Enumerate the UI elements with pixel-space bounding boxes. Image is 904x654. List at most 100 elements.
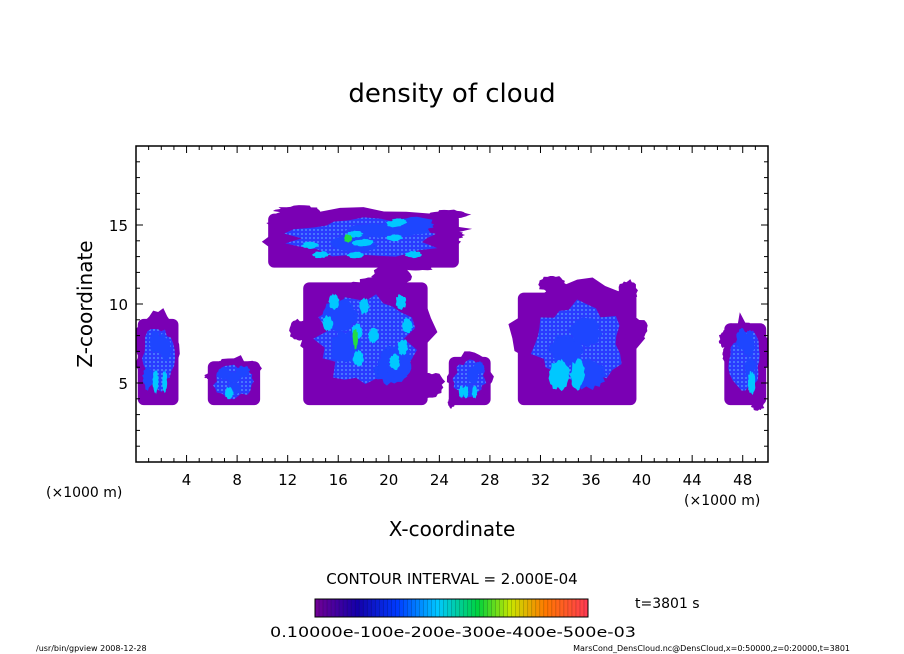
cloud-low-blob xyxy=(722,347,732,364)
colorbar-swatch xyxy=(523,599,529,617)
colorbar-swatch xyxy=(315,599,320,617)
colorbar-swatch xyxy=(551,599,557,617)
colorbar-swatch xyxy=(347,599,352,617)
colorbar-swatch xyxy=(467,599,472,617)
cloud-low-blob xyxy=(204,373,216,380)
colorbar-swatch xyxy=(515,599,521,617)
x-tick-label: 12 xyxy=(278,471,297,489)
colorbar-swatch xyxy=(343,599,348,617)
cloud-low-blob xyxy=(756,335,768,352)
cloud-low-blob xyxy=(617,279,638,308)
colorbar-swatch xyxy=(395,599,400,617)
cloud-high-blob xyxy=(395,294,407,311)
x-tick-label: 4 xyxy=(182,471,192,489)
footer-left: /usr/bin/gpview 2008-12-28 xyxy=(36,644,147,653)
colorbar-swatch xyxy=(519,599,525,617)
cloud-low-blob xyxy=(371,262,413,290)
colorbar-swatch xyxy=(491,599,496,617)
cloud-high-blob xyxy=(301,241,319,250)
colorbar-swatch xyxy=(463,599,468,617)
x-tick-label: 20 xyxy=(379,471,398,489)
colorbar-swatch xyxy=(415,599,420,617)
colorbar-swatch xyxy=(371,599,376,617)
cloud-high-blob xyxy=(401,317,414,333)
cloud-high-blob xyxy=(352,349,364,367)
x-unit-right: (×1000 m) xyxy=(684,493,760,509)
colorbar-swatch xyxy=(407,599,412,617)
colorbar-swatch xyxy=(547,599,553,617)
x-tick-label: 44 xyxy=(683,471,702,489)
y-axis-label: Z-coordinate xyxy=(73,240,97,367)
footer-right: MarsCond_DensCloud.nc@DensCloud,x=0:5000… xyxy=(573,644,850,653)
colorbar-swatch xyxy=(483,599,488,617)
colorbar-swatch xyxy=(539,599,545,617)
cloud-low-blob xyxy=(424,228,466,241)
x-axis-ticks: 4 8 12 16 20 24 28 32 36 40 44 48 xyxy=(148,146,756,489)
colorbar-swatch xyxy=(339,599,344,617)
colorbar-swatch xyxy=(583,599,589,617)
cloud-high-blob xyxy=(391,218,407,226)
cloud-low-blob xyxy=(289,318,310,342)
x-tick-label: 36 xyxy=(581,471,600,489)
colorbar-swatch xyxy=(527,599,533,617)
cloud-high-blob xyxy=(152,371,158,394)
cloud-high-blob xyxy=(747,371,754,394)
cloud-low-blob xyxy=(447,397,455,409)
colorbar-swatch xyxy=(543,599,549,617)
cloud-low-blob xyxy=(428,209,472,220)
x-tick-label: 48 xyxy=(733,471,752,489)
cloud-mid-blob xyxy=(142,366,154,391)
cloud-low-blob xyxy=(136,327,141,341)
colorbar-swatch xyxy=(471,599,476,617)
plot-frame xyxy=(135,145,769,463)
cloud-high-blob xyxy=(397,339,409,356)
colorbar-swatch xyxy=(439,599,444,617)
colorbar-swatch xyxy=(447,599,452,617)
cloud-mid-blob xyxy=(235,365,251,378)
colorbar-swatch xyxy=(507,599,513,617)
cloud-high-blob xyxy=(386,234,403,242)
colorbar-frame xyxy=(314,598,589,618)
colorbar-swatch xyxy=(411,599,416,617)
cloud-high-blob xyxy=(389,353,400,371)
cloud-high-blob xyxy=(554,358,570,392)
colorbar-swatch xyxy=(355,599,360,617)
cloud-high-blob xyxy=(162,369,168,393)
colorbar-swatch xyxy=(571,599,577,617)
cloud-peak-blob xyxy=(352,328,359,350)
cloud-high-blob xyxy=(367,327,379,344)
colorbar-swatch xyxy=(559,599,565,617)
x-tick-label: 28 xyxy=(480,471,499,489)
colorbar-swatch xyxy=(431,599,436,617)
colorbar-swatch xyxy=(575,599,581,617)
cloud-low-blob xyxy=(718,330,733,349)
contour-interval: CONTOUR INTERVAL = 2.000E-04 xyxy=(326,570,577,588)
cloud-high-blob xyxy=(346,251,365,259)
colorbar-swatch xyxy=(555,599,561,617)
cloud-low-blob xyxy=(272,205,321,217)
colorbar-swatch xyxy=(423,599,428,617)
y-axis-ticks: 5 10 15 xyxy=(109,161,768,447)
colorbar-swatch xyxy=(363,599,368,617)
cloud-high-blob xyxy=(359,297,370,315)
colorbar-swatch xyxy=(327,599,332,617)
cloud-high-blob xyxy=(351,239,369,247)
colorbar-swatch xyxy=(459,599,464,617)
colorbar-swatch xyxy=(387,599,392,617)
colorbar-swatch xyxy=(351,599,356,617)
colorbar-swatch xyxy=(335,599,340,617)
colorbar-swatch xyxy=(563,599,569,617)
y-tick-label: 5 xyxy=(118,375,128,393)
colorbar-swatch xyxy=(359,599,364,617)
colorbar-swatch xyxy=(443,599,448,617)
cloud-mid-blob xyxy=(149,330,161,353)
colorbar-swatch xyxy=(499,599,504,617)
colorbar-swatch xyxy=(403,599,408,617)
colorbar-swatch xyxy=(391,599,396,617)
time-label: t=3801 s xyxy=(635,596,700,612)
colorbar-swatch xyxy=(511,599,517,617)
cloud-high-blob xyxy=(471,385,478,399)
colorbar-swatch xyxy=(427,599,432,617)
cloud-peak-blob xyxy=(344,233,353,243)
